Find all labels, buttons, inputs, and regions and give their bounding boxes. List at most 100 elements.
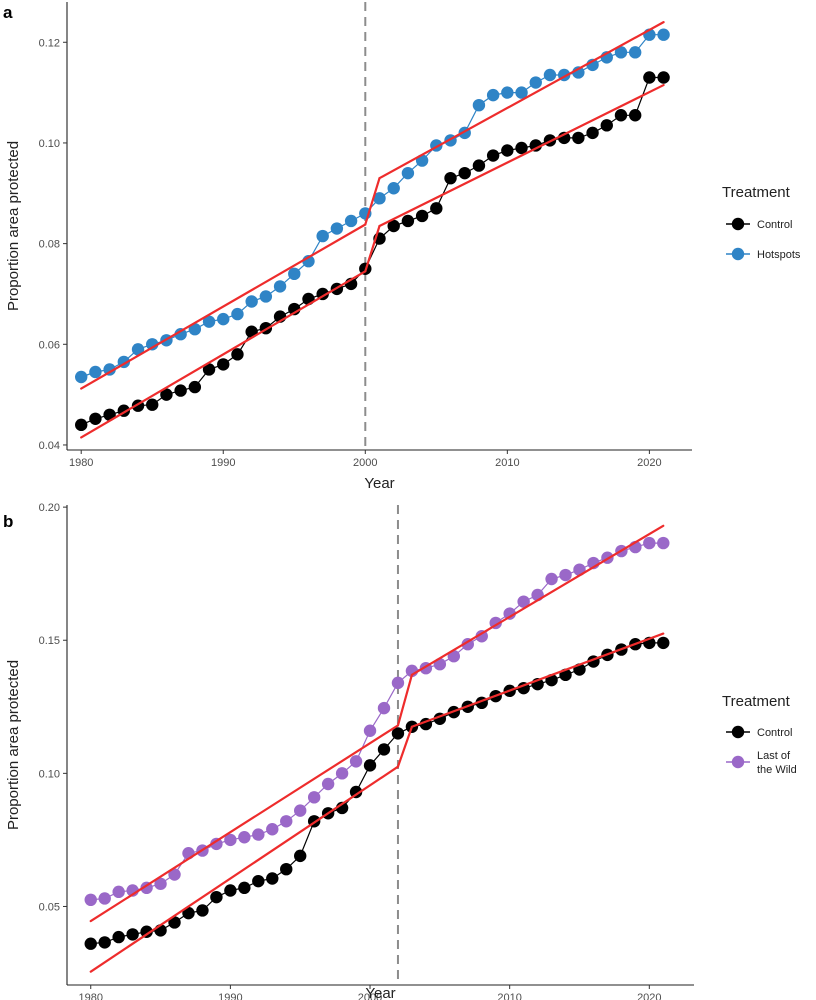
data-point [321, 777, 335, 791]
x-tick-label: 2000 [353, 457, 377, 469]
data-point [154, 877, 167, 891]
data-point [174, 328, 187, 341]
data-point [210, 837, 223, 851]
legend-label: Last of the Wild [757, 750, 797, 776]
legend-label: Control [757, 727, 792, 739]
data-point [89, 412, 102, 425]
data-point [98, 892, 111, 905]
data-point [196, 904, 209, 917]
data-point [231, 307, 244, 321]
data-point [266, 823, 279, 836]
data-point [391, 727, 405, 740]
data-point [288, 267, 301, 281]
data-point [188, 380, 202, 394]
data-point [273, 280, 287, 293]
x-tick-label: 2000 [358, 992, 382, 1000]
series-line [90, 642, 664, 945]
legend: Treatment Control Last of the Wild [722, 693, 797, 776]
data-point [572, 131, 585, 145]
fit-line-segment [410, 632, 665, 728]
data-point [75, 418, 88, 432]
data-point [75, 370, 88, 384]
data-point [501, 86, 514, 99]
y-tick-label: 0.06 [39, 339, 60, 351]
data-point [657, 636, 670, 650]
y-tick-label: 0.12 [39, 37, 60, 49]
data-point [486, 88, 500, 102]
data-point [188, 322, 202, 336]
data-point [217, 312, 230, 326]
x-tick-label: 2020 [637, 992, 661, 1000]
data-point [182, 906, 195, 920]
legend-title: Treatment [722, 693, 791, 710]
data-point [84, 893, 97, 907]
legend-key-point [731, 725, 745, 739]
data-point [614, 109, 628, 122]
data-point [444, 171, 457, 185]
data-point [84, 937, 97, 950]
legend-key-point [731, 217, 745, 231]
series-line [81, 34, 664, 378]
data-point [643, 71, 656, 84]
data-point [401, 214, 415, 228]
fit-line-segment [364, 224, 381, 273]
data-point [543, 68, 557, 82]
data-point [202, 315, 216, 328]
x-axis-title: Year [365, 985, 395, 1000]
fit-line-segment [396, 673, 414, 727]
data-point [252, 828, 265, 841]
data-point [391, 676, 405, 690]
data-point [280, 862, 293, 876]
data-point [259, 290, 273, 303]
data-point [503, 607, 516, 620]
y-tick-label: 0.08 [39, 239, 60, 251]
data-point [529, 139, 542, 152]
data-point [363, 724, 377, 737]
fit-line-segment [80, 270, 367, 439]
data-point [280, 815, 293, 828]
data-point [140, 925, 153, 938]
data-point [131, 343, 145, 356]
data-point [515, 86, 528, 99]
data-point [586, 126, 599, 140]
x-tick-label: 1980 [69, 457, 93, 469]
data-point [126, 928, 139, 941]
fit-line-segment [396, 725, 414, 768]
data-point [335, 767, 349, 780]
data-point [294, 804, 307, 817]
y-tick-label: 0.20 [39, 502, 60, 514]
data-point [231, 348, 244, 361]
legend-title: Treatment [722, 184, 791, 201]
data-point [146, 338, 159, 351]
y-tick-label: 0.05 [39, 901, 60, 913]
data-point [217, 358, 230, 371]
legend-label: Hotspots [757, 249, 801, 261]
panel-letter: a [3, 3, 13, 22]
data-point [252, 874, 265, 888]
fit-line-segment [89, 765, 400, 973]
data-point [377, 701, 391, 715]
data-point [160, 388, 173, 401]
data-point [224, 884, 237, 897]
x-tick-label: 1990 [218, 992, 242, 1000]
y-tick-label: 0.04 [39, 440, 60, 452]
x-tick-label: 2010 [497, 992, 521, 1000]
data-point [458, 166, 471, 180]
data-point [517, 595, 530, 608]
data-point [294, 849, 307, 863]
legend-key-point [731, 755, 745, 769]
fit-line-segment [378, 21, 665, 180]
data-point [238, 881, 251, 895]
data-point [529, 76, 542, 89]
data-point [472, 98, 486, 112]
legend: Treatment Control Hotspots [722, 184, 801, 261]
data-point [349, 755, 363, 768]
data-point [238, 831, 251, 844]
data-point [401, 166, 415, 180]
y-axis-title: Proportion area protected [5, 141, 22, 311]
x-tick-label: 1990 [211, 457, 235, 469]
data-point [628, 109, 642, 122]
data-point [614, 46, 628, 59]
fit-line-segment [410, 524, 665, 676]
